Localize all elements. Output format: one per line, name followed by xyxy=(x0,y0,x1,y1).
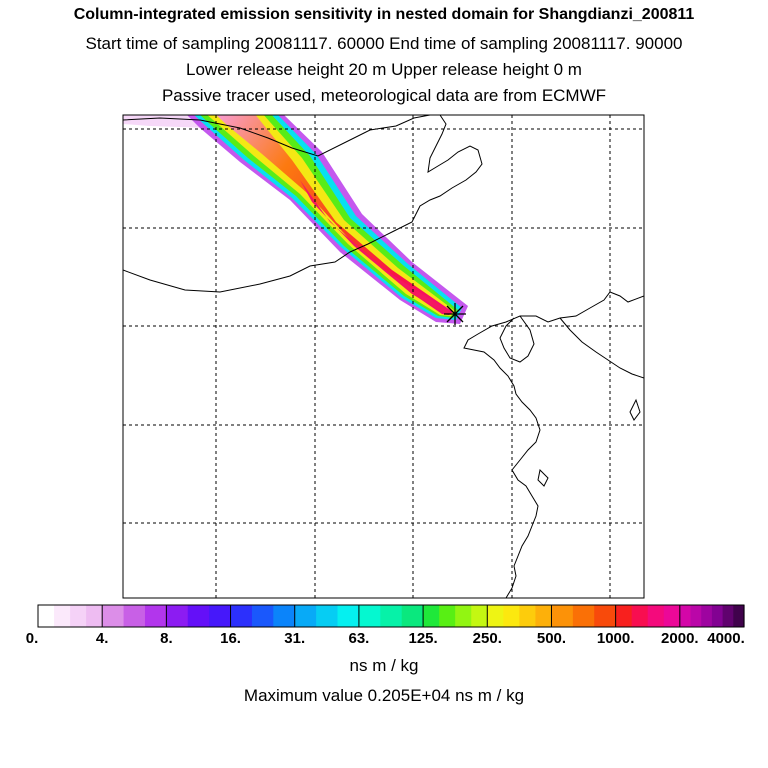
map-frame xyxy=(122,114,645,599)
colorbar-segment xyxy=(572,605,595,627)
colorbar-tick-label: 4. xyxy=(95,630,109,647)
colorbar-segment xyxy=(647,605,665,627)
receptor-star-marker xyxy=(444,303,466,325)
colorbar-tick-label: 1000. xyxy=(596,630,635,647)
tracer-info-line: Passive tracer used, meteorological data… xyxy=(161,86,607,105)
colorbar-segment xyxy=(358,605,381,627)
colorbar-tick-label: 500. xyxy=(536,630,567,647)
colorbar-segment xyxy=(594,605,617,627)
plume-layer-orange xyxy=(216,115,453,315)
coast-inlet xyxy=(499,315,535,363)
coastline-north xyxy=(123,115,431,157)
colorbar-segment xyxy=(38,605,55,627)
colorbar-segment xyxy=(209,605,232,627)
colorbar-segment xyxy=(503,605,520,627)
colorbar-segment xyxy=(701,605,713,627)
colorbar-segment xyxy=(455,605,472,627)
colorbar-tick-label: 8. xyxy=(160,630,173,647)
colorbar-frame xyxy=(37,604,745,628)
colorbar-segment xyxy=(733,605,745,627)
colorbar-tick-label: 125. xyxy=(408,630,438,647)
colorbar-tick-label: 2000. xyxy=(661,630,699,647)
colorbar-segment xyxy=(679,605,692,627)
colorbar-segment xyxy=(102,605,125,627)
colorbar-segment xyxy=(86,605,103,627)
colorbar-tick-label: 63. xyxy=(348,630,370,647)
colorbar-segment xyxy=(294,605,317,627)
colorbar-segment xyxy=(439,605,456,627)
colorbar-tick-label: 0. xyxy=(25,630,39,647)
colorbar xyxy=(37,605,745,627)
colorbar-segment xyxy=(123,605,146,627)
colorbar-tick-label: 16. xyxy=(220,630,241,647)
release-height-line: Lower release height 20 m Upper release … xyxy=(186,60,582,79)
coast-peninsula xyxy=(559,317,644,379)
gridlines xyxy=(123,115,644,598)
colorbar-segment xyxy=(251,605,274,627)
colorbar-segment xyxy=(70,605,87,627)
colorbar-segment xyxy=(144,605,167,627)
colorbar-segment xyxy=(401,605,424,627)
colorbar-segment xyxy=(337,605,360,627)
colorbar-segment xyxy=(722,605,734,627)
colorbar-segment xyxy=(423,605,440,627)
colorbar-tick-label: 31. xyxy=(284,630,306,647)
colorbar-segment xyxy=(230,605,253,627)
colorbar-segment xyxy=(711,605,724,627)
coastline xyxy=(123,115,483,293)
colorbar-segment xyxy=(487,605,504,627)
colorbar-segment xyxy=(380,605,403,627)
colorbar-segment xyxy=(187,605,210,627)
colorbar-segment xyxy=(663,605,681,627)
colorbar-segment xyxy=(615,605,633,627)
colorbar-segment xyxy=(535,605,553,627)
map-area xyxy=(123,115,644,598)
colorbar-segment xyxy=(471,605,488,627)
colorbar-tick-label: 4000. xyxy=(707,630,745,647)
coastline-east xyxy=(463,291,644,598)
maximum-value-text: Maximum value 0.205E+04 ns m / kg xyxy=(243,686,525,705)
colorbar-segment xyxy=(316,605,339,627)
colorbar-segment xyxy=(273,605,296,627)
colorbar-segment xyxy=(166,605,189,627)
colorbar-segment xyxy=(519,605,537,627)
colorbar-segment xyxy=(54,605,71,627)
colorbar-segment xyxy=(551,605,574,627)
colorbar-segment xyxy=(631,605,649,627)
plume-faint-band xyxy=(123,115,210,128)
sampling-time-line: Start time of sampling 20081117. 60000 E… xyxy=(85,34,683,53)
colorbar-tick-label: 250. xyxy=(472,630,502,647)
coast-east-islands xyxy=(537,398,641,487)
colorbar-units: ns m / kg xyxy=(349,656,419,675)
chart-title: Column-integrated emission sensitivity i… xyxy=(73,6,695,23)
colorbar-segment xyxy=(690,605,702,627)
